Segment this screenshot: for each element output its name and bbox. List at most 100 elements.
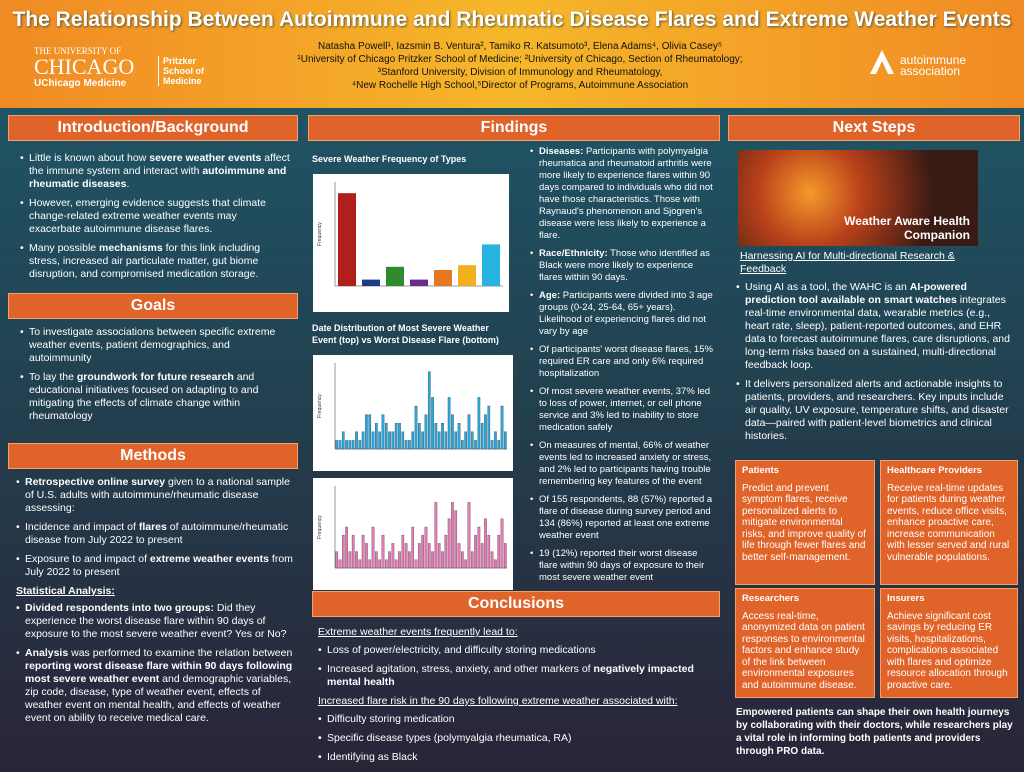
- bar: [477, 526, 481, 569]
- affiliation: ³Stanford University, Division of Immuno…: [377, 67, 663, 78]
- bar: [414, 405, 418, 450]
- bar: [497, 440, 501, 450]
- text: and educational initiatives focused on a…: [29, 371, 259, 422]
- bullet: Increased agitation, stress, anxiety, an…: [318, 663, 718, 689]
- bar: [454, 510, 458, 569]
- bar: [411, 526, 415, 569]
- bar: [451, 414, 454, 450]
- bar: [427, 371, 431, 450]
- text: Of most severe weather events, 37% led t…: [539, 386, 711, 433]
- bar: [401, 535, 405, 569]
- bullet: 19 (12%) reported their worst disease fl…: [530, 548, 716, 584]
- bar: [414, 559, 418, 569]
- bar: [384, 423, 388, 450]
- text: for this link including stress, increase…: [29, 242, 261, 280]
- bar: [494, 559, 497, 569]
- bar: [500, 518, 504, 569]
- info-box: Patients Predict and prevent symptom flar…: [735, 460, 875, 585]
- bullet: Difficulty storing medication: [318, 713, 718, 726]
- bar: [441, 551, 444, 569]
- bar: [368, 414, 372, 450]
- bullet: Analysis was performed to examine the re…: [16, 647, 298, 725]
- bar: [421, 535, 424, 569]
- logo-text: THE UNIVERSITY OF: [34, 46, 122, 56]
- bar: [410, 279, 428, 286]
- bar: [335, 440, 338, 450]
- text: Analysis: [25, 647, 69, 659]
- bar: [487, 535, 491, 569]
- chart-title: Severe Weather Frequency of Types: [312, 154, 467, 164]
- bar: [365, 543, 368, 569]
- text: mechanisms: [99, 242, 163, 254]
- text: Of 155 respondents, 88 (57%) reported a …: [539, 494, 713, 541]
- bar: [341, 535, 345, 569]
- bar: [461, 440, 464, 450]
- text: Of participants' worst disease flares, 1…: [539, 344, 713, 379]
- bar: [477, 397, 481, 450]
- bar: [418, 543, 421, 569]
- bullet: Of 155 respondents, 88 (57%) reported a …: [530, 494, 716, 542]
- section-heading: Next Steps: [728, 115, 1020, 141]
- bar: [375, 423, 378, 450]
- bar: [394, 559, 398, 569]
- text: autoimmune and rheumatic diseases: [29, 165, 287, 190]
- bar: [411, 431, 415, 450]
- text: from July 2022 to present: [25, 553, 293, 578]
- bar: [408, 440, 411, 450]
- text: .: [126, 178, 130, 190]
- bar: [348, 551, 352, 569]
- bullets: Difficulty storing medication Specific di…: [318, 713, 718, 764]
- bar: [361, 535, 365, 569]
- y-axis-label: Frequency: [317, 515, 323, 539]
- bar: [388, 551, 391, 569]
- info-box: Insurers Achieve significant cost savings…: [880, 588, 1018, 698]
- box-text: Predict and prevent symptom flares, rece…: [742, 482, 866, 563]
- text: and demographic variables, zip code, dis…: [25, 673, 292, 724]
- bullet: Identifying as Black: [318, 751, 718, 764]
- bullets: Using AI as a tool, the WAHC is an AI-po…: [736, 281, 1014, 449]
- bar: [434, 423, 438, 450]
- bullet: Diseases: Participants with polymyalgia …: [530, 146, 716, 242]
- bar: [451, 502, 454, 569]
- bar: [345, 440, 348, 450]
- bullet: On measures of mental, 66% of weather ev…: [530, 440, 716, 488]
- authors: Natasha Powell¹, Iazsmin B. Ventura², Ta…: [318, 41, 722, 52]
- bar: [424, 526, 428, 569]
- bar: [487, 405, 491, 450]
- text: Increased agitation, stress, anxiety, an…: [327, 663, 594, 675]
- bar: [500, 405, 504, 450]
- bar: [378, 559, 381, 569]
- link[interactable]: Harnessing AI for Multi-directional Rese…: [740, 250, 955, 275]
- bar: [490, 440, 494, 450]
- subheading: Increased flare risk in the 90 days foll…: [318, 695, 678, 707]
- bar: [454, 431, 458, 450]
- subheading: Statistical Analysis:: [16, 585, 115, 597]
- bullets: Divided respondents into two groups: Did…: [16, 602, 298, 725]
- bar: [391, 431, 395, 450]
- text: Little is known about how: [29, 152, 150, 164]
- association-logo: autoimmune association: [900, 54, 966, 77]
- bar: [424, 414, 428, 450]
- box-text: Access real-time, anonymized data on pat…: [742, 610, 865, 691]
- bullet: Many possible mechanisms for this link i…: [20, 242, 290, 281]
- chart: Frequency: [313, 478, 513, 590]
- bar: [381, 414, 385, 450]
- bar: [431, 551, 434, 569]
- text: Identifying as Black: [327, 751, 418, 763]
- bar: [381, 535, 385, 569]
- text: Participants were divided into 3 age gro…: [539, 290, 713, 337]
- bullet: To investigate associations between spec…: [20, 326, 290, 365]
- bullets: To investigate associations between spec…: [20, 326, 290, 429]
- bullets: Little is known about how severe weather…: [20, 152, 290, 287]
- text: flares: [138, 521, 167, 533]
- bar: [338, 559, 342, 569]
- bar: [421, 431, 424, 450]
- bar: [355, 431, 358, 450]
- bar: [464, 559, 467, 569]
- box-title: Researchers: [742, 593, 800, 604]
- bar: [431, 397, 434, 450]
- bar: [345, 526, 348, 569]
- text: reporting worst disease flare within 90 …: [25, 660, 293, 685]
- bar: [361, 431, 365, 450]
